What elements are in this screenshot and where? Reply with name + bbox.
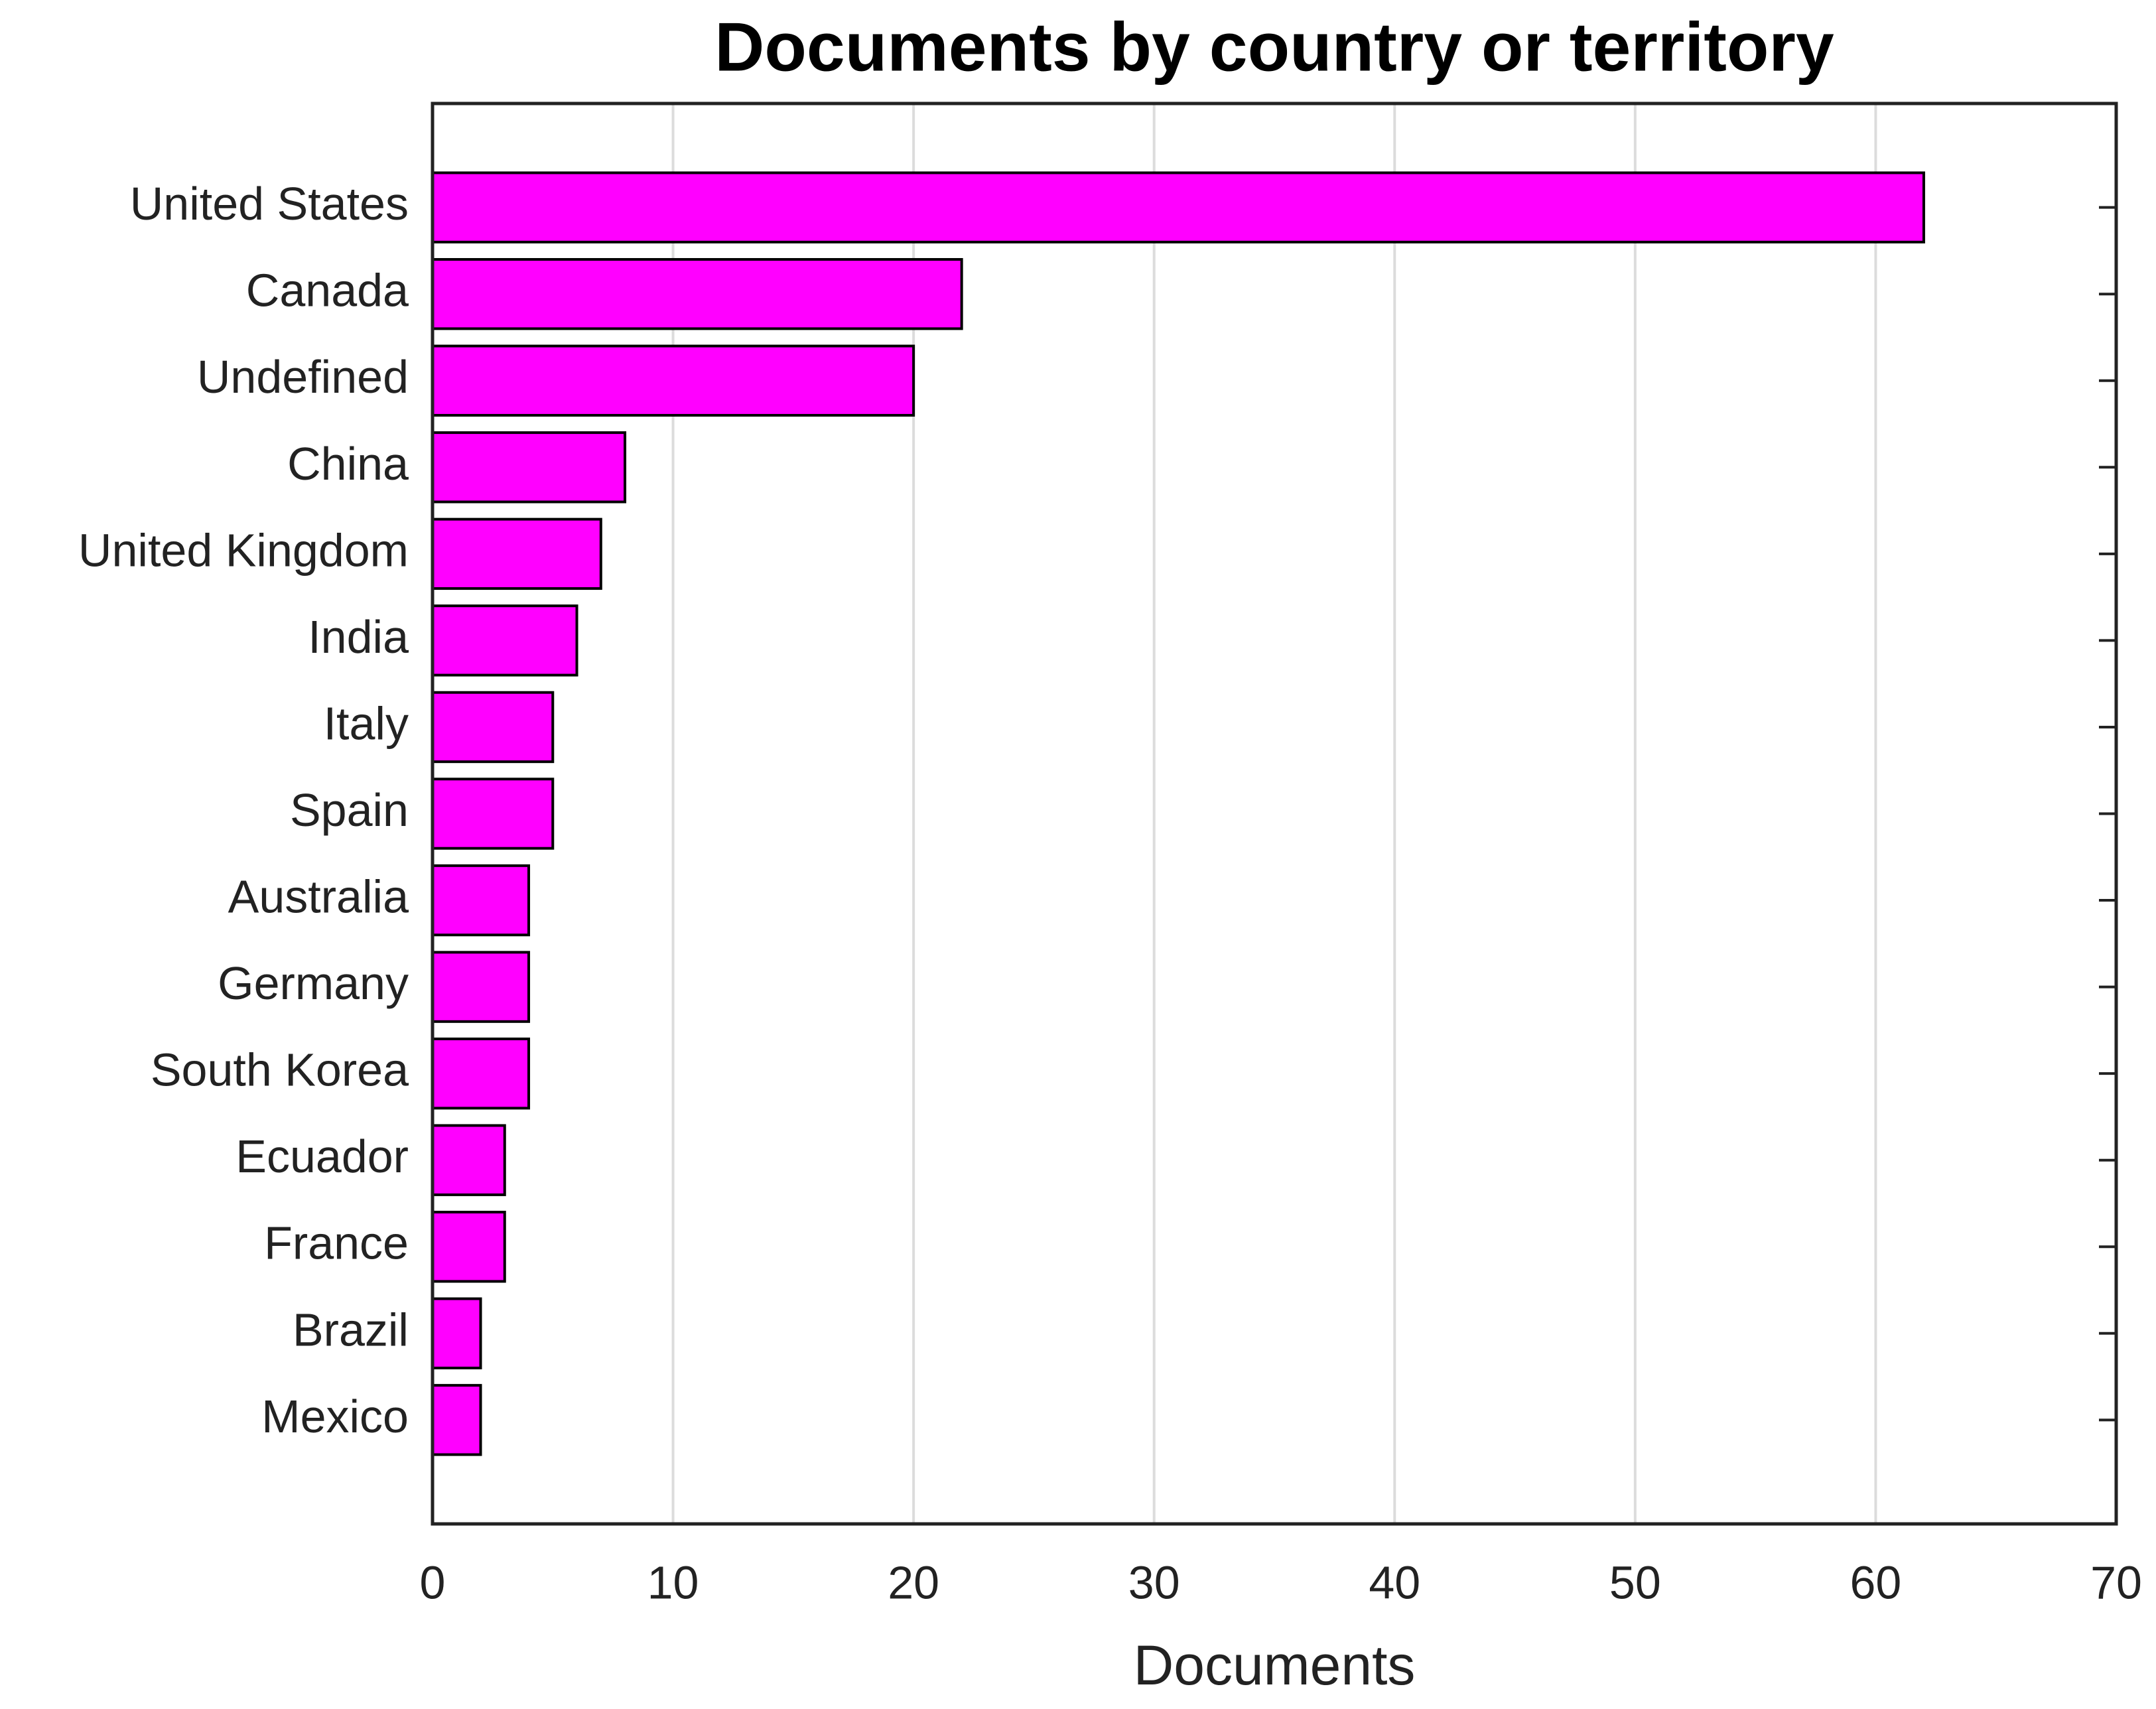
- x-tick-label: 10: [647, 1556, 699, 1608]
- y-tick-label: India: [308, 611, 409, 663]
- bar: [431, 1384, 482, 1456]
- x-tick-label: 40: [1369, 1556, 1420, 1608]
- bar: [431, 951, 531, 1023]
- x-tick-label: 50: [1609, 1556, 1661, 1608]
- y-tick-label: Germany: [218, 957, 409, 1009]
- y-tick-label: United Kingdom: [78, 524, 409, 576]
- x-tick-label: 20: [888, 1556, 939, 1608]
- y-tick-label: Italy: [324, 697, 409, 749]
- bar: [431, 344, 915, 417]
- x-tick-label: 70: [2090, 1556, 2142, 1608]
- y-tick-label: China: [287, 438, 409, 490]
- bar: [431, 1297, 482, 1370]
- bar: [431, 517, 602, 590]
- y-tick-label: Canada: [246, 265, 409, 316]
- x-tick-label: 30: [1128, 1556, 1180, 1608]
- y-tick-label: Mexico: [261, 1391, 409, 1442]
- bar: [431, 1037, 531, 1110]
- x-axis-label: Documents: [1134, 1634, 1416, 1696]
- y-tick-label: Brazil: [293, 1304, 409, 1355]
- bar: [431, 1124, 506, 1196]
- y-tick-label: Ecuador: [236, 1130, 409, 1182]
- y-tick-label: France: [264, 1217, 409, 1269]
- bar: [431, 691, 555, 764]
- y-tick-label: Australia: [228, 871, 409, 923]
- bar: [431, 171, 1925, 243]
- bar: [431, 604, 578, 677]
- chart-title: Documents by country or territory: [714, 9, 1834, 86]
- bar: [431, 431, 627, 504]
- y-tick-label: Spain: [290, 784, 409, 836]
- y-tick-label: South Korea: [151, 1044, 409, 1096]
- x-tick-label: 60: [1850, 1556, 1901, 1608]
- bar: [431, 1211, 506, 1283]
- bar: [431, 257, 963, 330]
- bar: [431, 864, 531, 937]
- plot-frame: [431, 102, 2118, 1526]
- y-tick-label: United States: [130, 178, 409, 230]
- x-tick-label: 0: [420, 1556, 446, 1608]
- y-tick-label: Undefined: [197, 351, 409, 403]
- bar: [431, 778, 555, 850]
